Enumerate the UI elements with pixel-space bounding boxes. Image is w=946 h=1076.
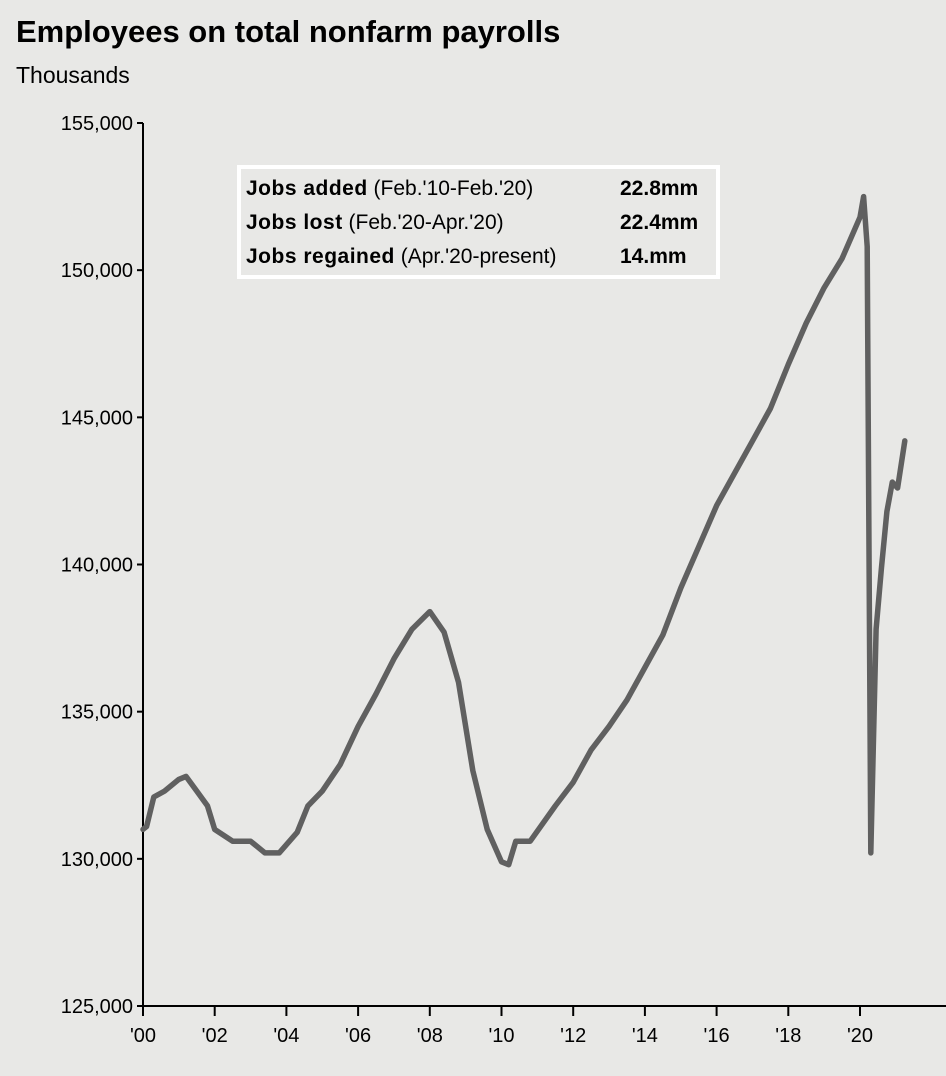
series-line-payrolls	[140, 193, 908, 868]
annotation-value: 22.4mm	[620, 211, 699, 234]
annotation-row-jobs-lost: Jobs lost (Feb.'20-Apr.'20) 22.4mm	[246, 211, 716, 245]
x-tick-label: '04	[273, 1025, 299, 1047]
annotation-period: (Apr.'20-present)	[400, 245, 557, 268]
y-tick-label: 155,000	[61, 113, 133, 135]
y-tick-label: 125,000	[61, 996, 133, 1018]
x-tick-label: '00	[130, 1025, 156, 1047]
annotation-label: Jobs added	[246, 177, 368, 200]
x-tick-label: '20	[847, 1025, 873, 1047]
annotation-box: Jobs added (Feb.'10-Feb.'20) 22.8mm Jobs…	[237, 165, 720, 279]
x-tick-label: '12	[560, 1025, 586, 1047]
x-tick-label: '06	[345, 1025, 371, 1047]
x-tick-label: '16	[704, 1025, 730, 1047]
annotation-label: Jobs lost	[246, 211, 343, 234]
y-tick-label: 140,000	[61, 555, 133, 577]
annotation-period: (Feb.'10-Feb.'20)	[373, 177, 534, 200]
x-tick-label: '08	[417, 1025, 443, 1047]
x-tick-label: '14	[632, 1025, 658, 1047]
y-tick-label: 150,000	[61, 260, 133, 282]
y-tick-label: 145,000	[61, 407, 133, 429]
annotation-row-jobs-added: Jobs added (Feb.'10-Feb.'20) 22.8mm	[246, 177, 716, 211]
x-tick-label: '18	[775, 1025, 801, 1047]
y-axis-unit-label: Thousands	[16, 62, 130, 88]
x-tick-label: '02	[202, 1025, 228, 1047]
y-tick-label: 130,000	[61, 849, 133, 871]
chart-title: Employees on total nonfarm payrolls	[16, 14, 561, 49]
annotation-period: (Feb.'20-Apr.'20)	[348, 211, 504, 234]
annotation-label: Jobs regained	[246, 245, 395, 268]
annotation-value: 14.mm	[620, 245, 687, 268]
annotation-value: 22.8mm	[620, 177, 699, 200]
x-tick-label: '10	[488, 1025, 514, 1047]
annotation-row-jobs-regained: Jobs regained (Apr.'20-present) 14.mm	[246, 245, 716, 279]
y-tick-label: 135,000	[61, 702, 133, 724]
